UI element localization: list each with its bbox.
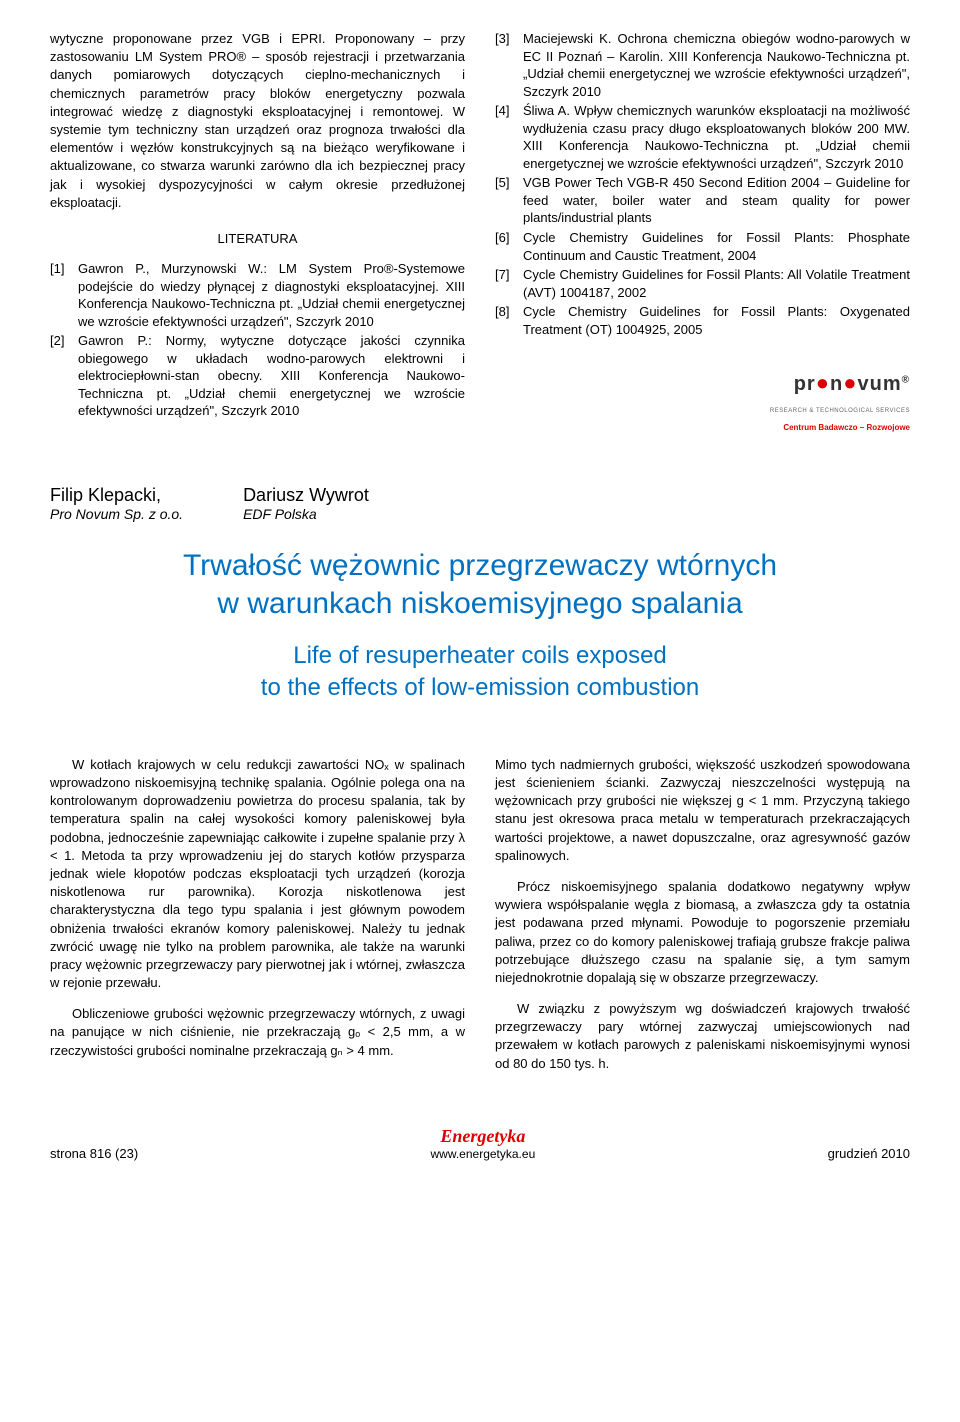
ref-item: [4] Śliwa A. Wpływ chemicznych warunków … (495, 102, 910, 172)
title-pl-line1: Trwałość wężownic przegrzewaczy wtórnych (183, 549, 777, 582)
ref-item: [6] Cycle Chemistry Guidelines for Fossi… (495, 229, 910, 264)
ref-text: Śliwa A. Wpływ chemicznych warunków eksp… (523, 102, 910, 172)
body-paragraph: W kotłach krajowych w celu redukcji zawa… (50, 756, 465, 992)
ref-item: [2] Gawron P.: Normy, wytyczne dotyczące… (50, 332, 465, 420)
ref-number: [3] (495, 30, 523, 100)
ref-number: [2] (50, 332, 78, 420)
ref-number: [6] (495, 229, 523, 264)
page-footer: strona 816 (23) Energetyka www.energetyk… (50, 1126, 910, 1161)
authors-block: Filip Klepacki, Pro Novum Sp. z o.o. Dar… (50, 485, 910, 522)
author-affiliation: EDF Polska (243, 506, 369, 522)
ref-number: [1] (50, 260, 78, 330)
article-title-en: Life of resuperheater coils exposed to t… (50, 640, 910, 702)
ref-text: Gawron P., Murzynowski W.: LM System Pro… (78, 260, 465, 330)
ref-item: [8] Cycle Chemistry Guidelines for Fossi… (495, 303, 910, 338)
refs-right: [3] Maciejewski K. Ochrona chemiczna obi… (495, 30, 910, 338)
body-right-column: Mimo tych nadmiernych grubości, większoś… (495, 743, 910, 1086)
body-left-column: W kotłach krajowych w celu redukcji zawa… (50, 743, 465, 1086)
continuation-paragraph: wytyczne proponowane przez VGB i EPRI. P… (50, 30, 465, 212)
logo-mid: n (830, 373, 843, 395)
top-left-column: wytyczne proponowane przez VGB i EPRI. P… (50, 30, 465, 435)
logo-pre: pr (794, 373, 816, 395)
ref-text: Cycle Chemistry Guidelines for Fossil Pl… (523, 303, 910, 338)
ref-number: [4] (495, 102, 523, 172)
ref-text: Cycle Chemistry Guidelines for Fossil Pl… (523, 266, 910, 301)
logo-dot-icon: ● (843, 370, 857, 395)
ref-number: [8] (495, 303, 523, 338)
ref-item: [7] Cycle Chemistry Guidelines for Fossi… (495, 266, 910, 301)
ref-text: VGB Power Tech VGB-R 450 Second Edition … (523, 174, 910, 227)
literature-heading: LITERATURA (50, 230, 465, 248)
author: Dariusz Wywrot EDF Polska (243, 485, 369, 522)
ref-text: Maciejewski K. Ochrona chemiczna obiegów… (523, 30, 910, 100)
ref-number: [5] (495, 174, 523, 227)
ref-text: Gawron P.: Normy, wytyczne dotyczące jak… (78, 332, 465, 420)
top-right-column: [3] Maciejewski K. Ochrona chemiczna obi… (495, 30, 910, 435)
footer-center: Energetyka www.energetyka.eu (431, 1126, 536, 1161)
title-en-line1: Life of resuperheater coils exposed (293, 642, 667, 669)
title-pl-line2: w warunkach niskoemisyjnego spalania (217, 587, 742, 620)
title-en-line2: to the effects of low-emission combustio… (261, 674, 699, 701)
ref-item: [3] Maciejewski K. Ochrona chemiczna obi… (495, 30, 910, 100)
article-title-pl: Trwałość wężownic przegrzewaczy wtórnych… (50, 547, 910, 622)
author-name: Dariusz Wywrot (243, 485, 369, 506)
refs-left: [1] Gawron P., Murzynowski W.: LM System… (50, 260, 465, 420)
footer-right: grudzień 2010 (828, 1146, 910, 1161)
logo-dot-icon: ● (816, 370, 830, 395)
logo-subtitle-1: RESEARCH & TECHNOLOGICAL SERVICES (770, 408, 910, 414)
registered-icon: ® (902, 375, 910, 386)
author-affiliation: Pro Novum Sp. z o.o. (50, 506, 183, 522)
top-columns: wytyczne proponowane przez VGB i EPRI. P… (50, 30, 910, 435)
author: Filip Klepacki, Pro Novum Sp. z o.o. (50, 485, 183, 522)
footer-left: strona 816 (23) (50, 1146, 138, 1161)
pronovum-logo: pr●n●vum® RESEARCH & TECHNOLOGICAL SERVI… (495, 368, 910, 435)
ref-item: [1] Gawron P., Murzynowski W.: LM System… (50, 260, 465, 330)
energetyka-logo: Energetyka (431, 1126, 536, 1147)
author-name: Filip Klepacki, (50, 485, 183, 506)
logo-post: vum (858, 373, 902, 395)
footer-url: www.energetyka.eu (431, 1147, 536, 1161)
ref-text: Cycle Chemistry Guidelines for Fossil Pl… (523, 229, 910, 264)
body-paragraph: Obliczeniowe grubości wężownic przegrzew… (50, 1005, 465, 1060)
body-paragraph: W związku z powyższym wg doświadczeń kra… (495, 1000, 910, 1073)
ref-number: [7] (495, 266, 523, 301)
ref-item: [5] VGB Power Tech VGB-R 450 Second Edit… (495, 174, 910, 227)
body-paragraph: Prócz niskoemisyjnego spalania dodatkowo… (495, 878, 910, 987)
body-paragraph: Mimo tych nadmiernych grubości, większoś… (495, 756, 910, 865)
logo-subtitle-2: Centrum Badawczo – Rozwojowe (783, 423, 910, 432)
body-columns: W kotłach krajowych w celu redukcji zawa… (50, 743, 910, 1086)
